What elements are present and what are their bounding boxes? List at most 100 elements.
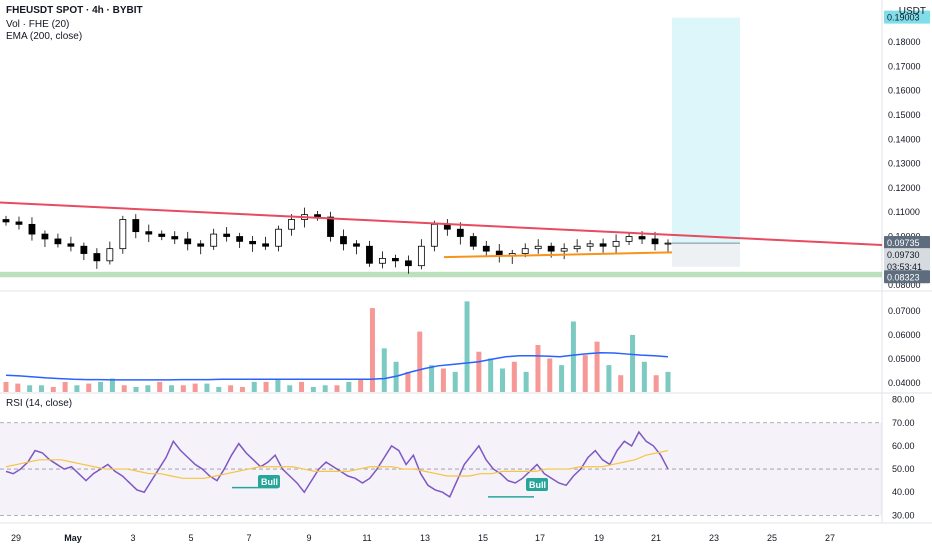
volume-bar: [417, 331, 423, 392]
volume-bar: [641, 361, 647, 392]
volume-bar: [381, 348, 387, 392]
price-tick: 0.13000: [888, 159, 921, 169]
candle: [379, 257, 386, 264]
x-tick: 5: [188, 533, 193, 543]
volume-bar: [3, 381, 9, 392]
volume-bar: [535, 345, 541, 392]
volume-bar: [653, 375, 659, 392]
volume-bar: [606, 365, 612, 392]
volume-bar: [500, 368, 505, 392]
volume-bar: [275, 378, 281, 392]
volume-tick: 0.05000: [888, 354, 921, 364]
x-tick: 7: [246, 533, 251, 543]
candle: [106, 248, 114, 262]
x-tick: 17: [535, 533, 545, 543]
price-tag-text-countdown: 03:53:41: [887, 262, 922, 272]
ema-legend: EMA (200, close): [6, 31, 83, 42]
volume-bar: [464, 301, 470, 392]
volume-bar: [358, 378, 364, 392]
candle: [612, 240, 620, 247]
candle: [521, 248, 529, 254]
volume-tick: 0.07000: [888, 306, 921, 316]
x-tick: 25: [767, 533, 777, 543]
volume-bar: [369, 308, 375, 392]
price-tick: 0.17000: [888, 61, 921, 71]
candle: [625, 236, 633, 242]
volume-legend: Vol · FHE (20): [6, 19, 70, 30]
volume-bar: [157, 381, 163, 392]
candle: [586, 243, 594, 247]
rsi-tick: 50.00: [892, 464, 915, 474]
candle: [638, 236, 646, 240]
volume-bar: [405, 371, 411, 392]
candle: [262, 243, 270, 247]
volume-bar: [204, 383, 210, 392]
support-zone: [0, 271, 882, 278]
volume-bar: [310, 386, 316, 392]
price-tag-target: [884, 10, 930, 24]
candle: [236, 236, 244, 242]
candle: [366, 245, 373, 264]
volume-bar: [523, 371, 529, 392]
volume-bar: [346, 381, 352, 392]
volume-bar: [27, 385, 33, 392]
currency-label: USDT: [898, 6, 926, 17]
price-tick: 0.12000: [888, 183, 921, 193]
resistance-line: [0, 201, 883, 247]
price-tick: 0.14000: [888, 134, 921, 144]
x-tick: 15: [478, 533, 488, 543]
volume-bar: [287, 385, 293, 392]
volume-bar: [299, 381, 305, 392]
candle: [28, 223, 36, 235]
volume-bar: [559, 365, 565, 392]
candle: [249, 240, 257, 245]
candle: [547, 245, 555, 252]
x-tick: 23: [709, 533, 719, 543]
volume-bar: [216, 386, 222, 392]
candle: [93, 253, 101, 262]
volume-bar: [192, 383, 198, 392]
candle: [119, 219, 127, 250]
volume-bar: [511, 361, 517, 392]
volume-bar: [98, 381, 104, 392]
volume-bar: [488, 358, 494, 392]
volume-tick: 0.06000: [888, 330, 921, 340]
support-line: [443, 251, 673, 259]
candle: [171, 236, 179, 240]
candle: [197, 243, 205, 247]
target-zone: [672, 17, 740, 243]
candle: [353, 243, 360, 247]
rsi-ma-line: [5, 449, 669, 479]
volume-bar: [50, 386, 56, 392]
candle: [651, 238, 659, 245]
candle: [599, 243, 607, 247]
price-tick: 0.18000: [888, 37, 921, 47]
candle: [417, 245, 425, 267]
price-tag-text-support: 0.08323: [887, 272, 920, 282]
rsi-tick: 30.00: [892, 510, 915, 520]
x-tick: 13: [420, 533, 430, 543]
price-tag-text-target: 0.19003: [887, 13, 920, 23]
candle: [275, 228, 282, 247]
price-tag-text-ema: 0.09730: [887, 250, 920, 260]
volume-bar: [86, 383, 92, 392]
volume-bar: [239, 386, 245, 392]
volume-tick: 0.04000: [888, 378, 921, 388]
volume-bar: [145, 385, 151, 392]
volume-bar: [74, 385, 80, 392]
price-tag-support: [884, 270, 930, 284]
bull-badge: [258, 475, 280, 488]
candle: [573, 245, 581, 250]
volume-bar: [594, 341, 600, 392]
bull-badge-text: Bull: [529, 480, 546, 490]
price-tick: 0.15000: [888, 110, 921, 120]
x-tick: 3: [130, 533, 135, 543]
volume-bar: [582, 355, 588, 392]
x-tick: 21: [651, 533, 661, 543]
volume-bar: [15, 383, 21, 392]
price-tag-last: [884, 235, 930, 249]
volume-bar: [322, 385, 328, 392]
rsi-tick: 70.00: [892, 418, 915, 428]
volume-bar: [251, 381, 257, 392]
price-tick: 0.11000: [888, 207, 920, 217]
